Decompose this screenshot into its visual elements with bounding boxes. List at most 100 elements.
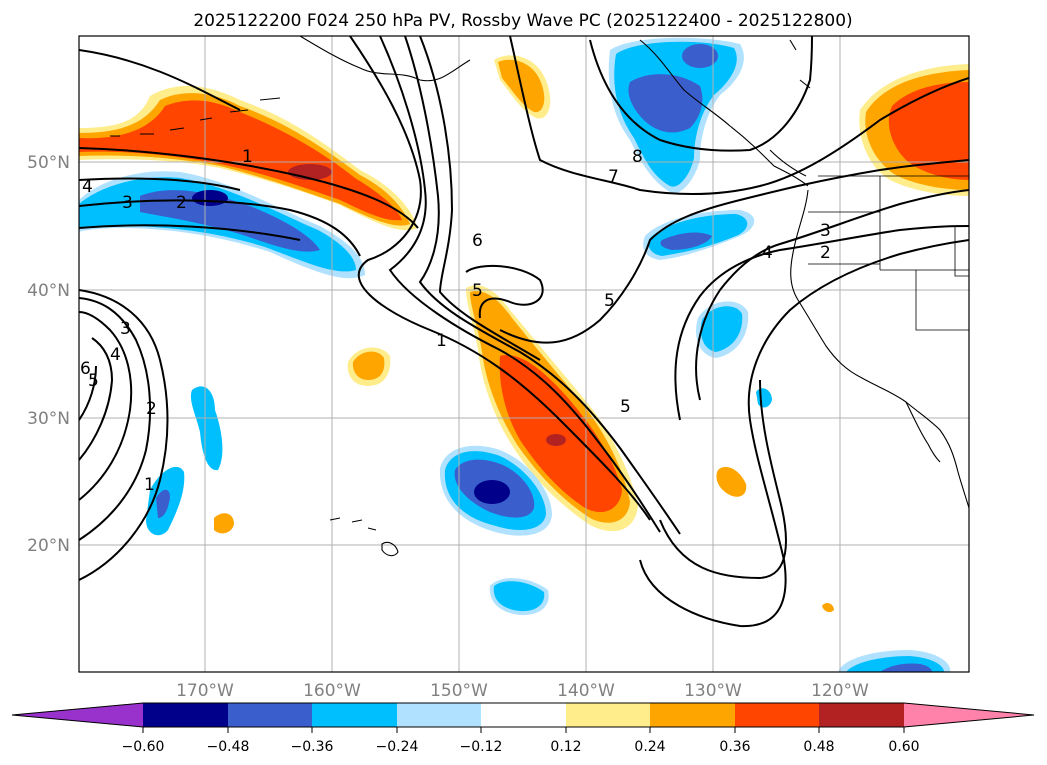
lat-label: 20°N	[27, 536, 70, 556]
lon-label: 120°W	[811, 681, 869, 701]
positive-anomaly-east-small	[716, 466, 747, 497]
colorbar-seg-8	[735, 703, 819, 727]
contour-outer-1	[79, 49, 241, 191]
positive-anomaly-west-small	[214, 513, 234, 534]
negative-anomaly-west-2-core	[156, 489, 170, 518]
contour-loop-7	[465, 264, 544, 319]
contour-east-6	[509, 36, 969, 196]
contour-1-west	[79, 147, 419, 229]
colorbar-tick-label: 0.24	[634, 739, 665, 755]
contour-label: 8	[632, 147, 643, 167]
positive-anomaly-central-max	[546, 434, 566, 446]
contour-labels: 1 2 3 4 5 6 7 8 5 1 2 3 4 5 6 1 2 3 4 5	[80, 147, 831, 495]
baja-coast	[905, 401, 941, 463]
contour-sw-2	[79, 297, 152, 541]
contour-main-trough-3	[404, 36, 681, 535]
latitude-labels: 50°N 40°N 30°N 20°N	[27, 153, 70, 556]
colorbar: −0.60 −0.48 −0.36 −0.24 −0.12 0.12 0.24 …	[11, 702, 1035, 755]
positive-anomaly-central-small-core	[352, 351, 385, 380]
contour-label: 1	[436, 331, 447, 351]
colorbar-tick-label: −0.36	[291, 739, 334, 755]
colorbar-tick-label: −0.12	[460, 739, 503, 755]
negative-anomaly-central-min	[474, 480, 510, 504]
positive-anomaly-central-band-core	[499, 355, 622, 513]
colorbar-tick-label: 0.36	[719, 739, 750, 755]
border-west-states	[808, 211, 969, 331]
colorbar-seg-7	[650, 703, 735, 727]
contour-label: 7	[608, 167, 619, 187]
colorbar-seg-5	[481, 703, 566, 727]
negative-anomaly-se-min	[880, 663, 932, 672]
contour-label: 2	[146, 399, 157, 419]
hawaii-islands	[329, 517, 399, 557]
contour-2-west	[79, 199, 361, 257]
colorbar-seg-2	[228, 703, 312, 727]
colorbar-ticks	[142, 727, 905, 733]
colorbar-tick-label: 0.60	[888, 739, 919, 755]
colorbar-seg-6	[566, 703, 650, 727]
negative-anomaly-ne-1-min	[660, 232, 712, 250]
contour-label: 3	[120, 319, 131, 339]
colorbar-seg-1	[143, 703, 228, 727]
alaska-coast	[110, 36, 471, 137]
contour-3-west	[79, 224, 301, 241]
west-us-coast	[790, 189, 969, 509]
negative-anomaly-south-core	[493, 581, 545, 612]
contour-label: 6	[472, 231, 483, 251]
coastlines	[110, 36, 969, 557]
contour-main-trough-1	[349, 36, 651, 521]
contour-main-trough-2	[379, 36, 661, 533]
contours	[79, 36, 969, 628]
contour-sw-5	[79, 365, 97, 421]
contour-label: 5	[472, 281, 483, 301]
lat-label: 30°N	[27, 409, 70, 429]
contour-east-4	[695, 189, 969, 401]
lat-label: 40°N	[27, 281, 70, 301]
lon-label: 150°W	[430, 681, 488, 701]
lat-label: 50°N	[27, 153, 70, 173]
contour-label: 5	[88, 371, 99, 391]
colorbar-tick-label: −0.48	[207, 739, 250, 755]
contour-east-8	[589, 36, 813, 152]
contour-label: 1	[242, 147, 253, 167]
contour-sw-1	[79, 289, 169, 581]
contour-label: 4	[82, 177, 93, 197]
contour-label: 3	[122, 193, 133, 213]
positive-anomaly-ne-core	[888, 82, 969, 180]
contour-label: 3	[820, 221, 831, 241]
contour-east-2	[639, 239, 969, 628]
colorbar-seg-9	[819, 703, 904, 727]
negative-anomaly-nw-min	[192, 190, 228, 206]
lon-label: 170°W	[176, 681, 234, 701]
longitude-labels: 170°W 160°W 150°W 140°W 130°W 120°W	[176, 681, 869, 701]
colorbar-tick-label: 0.48	[803, 739, 834, 755]
contour-label: 4	[762, 243, 773, 263]
negative-anomaly-alaska-min	[682, 44, 718, 68]
colorbar-seg-4	[397, 703, 481, 727]
contour-east-5	[499, 159, 969, 344]
southeast-alaska-coast	[639, 39, 809, 187]
contour-label: 2	[176, 193, 187, 213]
positive-anomaly-nw-band-core	[79, 100, 402, 221]
lon-label: 130°W	[684, 681, 742, 701]
colorbar-tick-label: −0.60	[122, 739, 165, 755]
contour-label: 6	[80, 359, 91, 379]
colorbar-tick-label: −0.24	[376, 739, 419, 755]
colorbar-tick-label: 0.12	[550, 739, 581, 755]
lon-label: 140°W	[557, 681, 615, 701]
contour-label: 5	[620, 397, 631, 417]
negative-anomaly-ne-2-core	[700, 306, 743, 352]
contour-label: 2	[820, 243, 831, 263]
contour-label: 4	[110, 345, 121, 365]
positive-anomaly-east-tiny	[822, 603, 834, 613]
contour-east-3	[674, 225, 969, 421]
lon-label: 160°W	[303, 681, 361, 701]
contour-east-1	[659, 379, 787, 580]
negative-anomaly-alaska-core	[628, 74, 703, 133]
contour-label: 5	[604, 291, 615, 311]
contour-main-trough-4	[419, 36, 541, 361]
colorbar-seg-0	[12, 703, 143, 727]
colorbar-seg-3	[312, 703, 397, 727]
map-area: 1 2 3 4 5 6 7 8 5 1 2 3 4 5 6 1 2 3 4 5	[79, 36, 969, 672]
